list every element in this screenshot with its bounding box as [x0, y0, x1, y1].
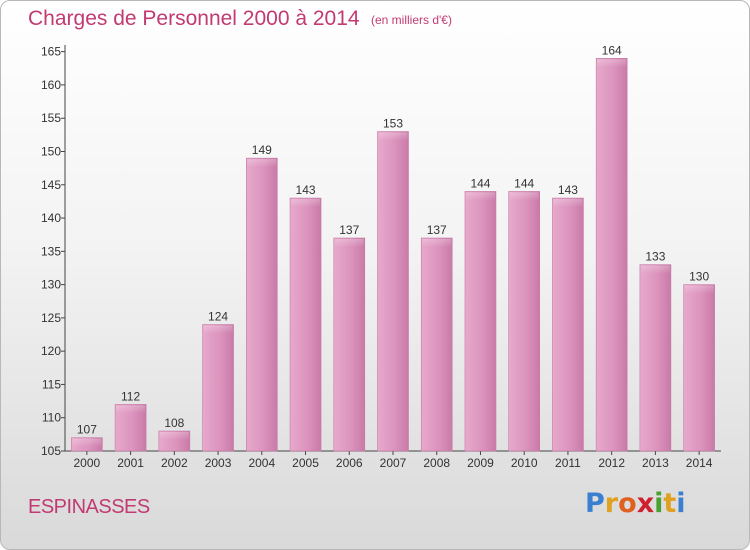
bar-value-label: 144 [470, 176, 490, 190]
bar [246, 157, 278, 452]
bar-highlight [597, 59, 627, 68]
bar-highlight [422, 239, 452, 248]
bar-value-label: 137 [427, 223, 447, 237]
bar-highlight [291, 199, 321, 208]
bar [683, 284, 715, 452]
bar-value-label: 143 [296, 183, 316, 197]
bar [464, 191, 497, 452]
logo-letter: t [663, 488, 677, 519]
y-tick-label: 115 [42, 377, 61, 391]
y-tick-label: 140 [41, 211, 61, 225]
y-tick-label: 110 [42, 411, 61, 425]
bar-value-label: 124 [208, 310, 228, 324]
x-tick-label: 2007 [380, 456, 407, 470]
bar-highlight [553, 199, 583, 208]
commune-name: ESPINASSES [28, 496, 150, 518]
bar-highlight [465, 192, 495, 201]
bar-highlight [159, 432, 189, 441]
x-tick-label: 2005 [292, 456, 319, 470]
logo-letter: x [636, 488, 655, 519]
bars: 107 112 108 124 149 143 137 153 137 144 144 143 164 1… [71, 43, 715, 452]
bar-value-label: 108 [164, 416, 184, 430]
y-axis: 105 110 115 120 125 130 135 140 145 150 155 160 165 [41, 45, 66, 458]
bar-value-label: 112 [121, 389, 140, 403]
bar-value-label: 164 [602, 43, 622, 57]
bar-highlight [203, 325, 233, 334]
chart-subtitle: (en milliers d'€) [371, 13, 452, 27]
y-tick-label: 135 [41, 244, 61, 258]
x-tick-label: 2003 [205, 456, 232, 470]
x-tick-label: 2013 [642, 456, 669, 470]
x-tick-label: 2002 [161, 456, 188, 470]
bar-highlight [334, 239, 364, 248]
proxiti-logo: Proxiti [585, 488, 686, 519]
bar-value-label: 133 [645, 250, 665, 264]
bar-highlight [116, 405, 146, 414]
bar-value-label: 149 [252, 143, 272, 157]
bar [377, 131, 409, 452]
bar [508, 191, 541, 452]
x-tick-label: 2014 [686, 456, 713, 470]
bar [639, 264, 672, 452]
y-tick-label: 125 [41, 311, 61, 325]
y-tick-label: 145 [41, 178, 61, 192]
x-tick-label: 2009 [467, 456, 494, 470]
x-tick-label: 2012 [598, 456, 625, 470]
bar-highlight [247, 159, 277, 168]
bar [420, 237, 453, 452]
bar-value-label: 144 [514, 176, 534, 190]
logo-letter: i [676, 488, 686, 519]
bar-highlight [378, 132, 408, 141]
logo-letter: o [618, 488, 637, 519]
x-tick-label: 2004 [248, 456, 275, 470]
y-tick-label: 165 [41, 45, 61, 59]
bar-value-label: 130 [689, 270, 709, 284]
bar [202, 324, 234, 452]
y-tick-label: 150 [41, 144, 61, 158]
y-tick-label: 120 [41, 344, 61, 358]
bar-highlight [509, 192, 539, 201]
bar [552, 197, 584, 452]
x-tick-label: 2011 [555, 456, 581, 470]
chart-title: Charges de Personnel 2000 à 2014 [28, 7, 360, 30]
logo-letter: P [585, 488, 605, 519]
bar-highlight [72, 438, 102, 447]
bar-value-label: 107 [77, 423, 97, 437]
x-tick-label: 2006 [336, 456, 363, 470]
x-tick-label: 2001 [117, 456, 144, 470]
x-tick-label: 2008 [423, 456, 450, 470]
y-tick-label: 105 [41, 444, 61, 458]
y-tick-label: 130 [41, 278, 61, 292]
bar-value-label: 153 [383, 117, 403, 131]
bar-highlight [640, 265, 670, 274]
bar-value-label: 137 [339, 223, 359, 237]
x-tick-label: 2000 [74, 456, 101, 470]
x-tick-label: 2010 [511, 456, 538, 470]
y-tick-label: 155 [41, 111, 61, 125]
bar-highlight [684, 285, 714, 294]
logo-letter: r [604, 488, 619, 519]
bar [333, 237, 366, 452]
logo-letter: i [654, 488, 664, 519]
bar [289, 197, 322, 452]
x-axis: 2000 2001 2002 2003 2004 2005 2006 2007 2008 2009… [65, 450, 721, 470]
bar [595, 58, 628, 452]
bar-value-label: 143 [558, 183, 578, 197]
y-tick-label: 160 [41, 78, 61, 92]
